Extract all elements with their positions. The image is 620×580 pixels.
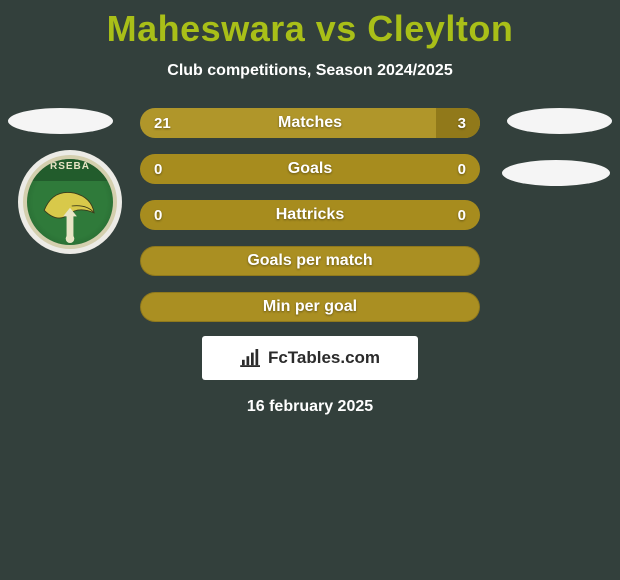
stat-label: Min per goal [263,298,357,316]
stat-right-value: 3 [458,108,466,138]
stat-left-value: 21 [154,108,171,138]
content-area: RSEBA 21 Matches 3 0 Goals 0 0 Hattricks… [0,108,620,416]
club-badge-inner: RSEBA [23,155,117,249]
stat-row-min-per-goal: Min per goal [140,292,480,322]
club-crest-icon [27,163,113,249]
stat-label: Hattricks [276,206,344,224]
stat-row-matches: 21 Matches 3 [140,108,480,138]
stat-left-value: 0 [154,200,162,230]
stat-label: Goals per match [247,252,372,270]
player-left-placeholder [8,108,113,134]
player-right-placeholder [507,108,612,134]
club-right-placeholder [502,160,610,186]
stat-row-hattricks: 0 Hattricks 0 [140,200,480,230]
stat-bars: 21 Matches 3 0 Goals 0 0 Hattricks 0 Goa… [140,108,480,322]
stat-right-value: 0 [458,154,466,184]
stat-row-goals-per-match: Goals per match [140,246,480,276]
club-badge-left: RSEBA [18,150,122,254]
site-name: FcTables.com [268,348,380,368]
site-attribution[interactable]: FcTables.com [202,336,418,380]
bar-chart-icon [240,349,262,367]
stat-label: Goals [288,160,332,178]
stat-left-value: 0 [154,154,162,184]
footer-date: 16 february 2025 [0,398,620,416]
stat-right-value: 0 [458,200,466,230]
page-title: Maheswara vs Cleylton [0,0,620,50]
stat-row-goals: 0 Goals 0 [140,154,480,184]
stat-label: Matches [278,114,342,132]
page-subtitle: Club competitions, Season 2024/2025 [0,62,620,80]
